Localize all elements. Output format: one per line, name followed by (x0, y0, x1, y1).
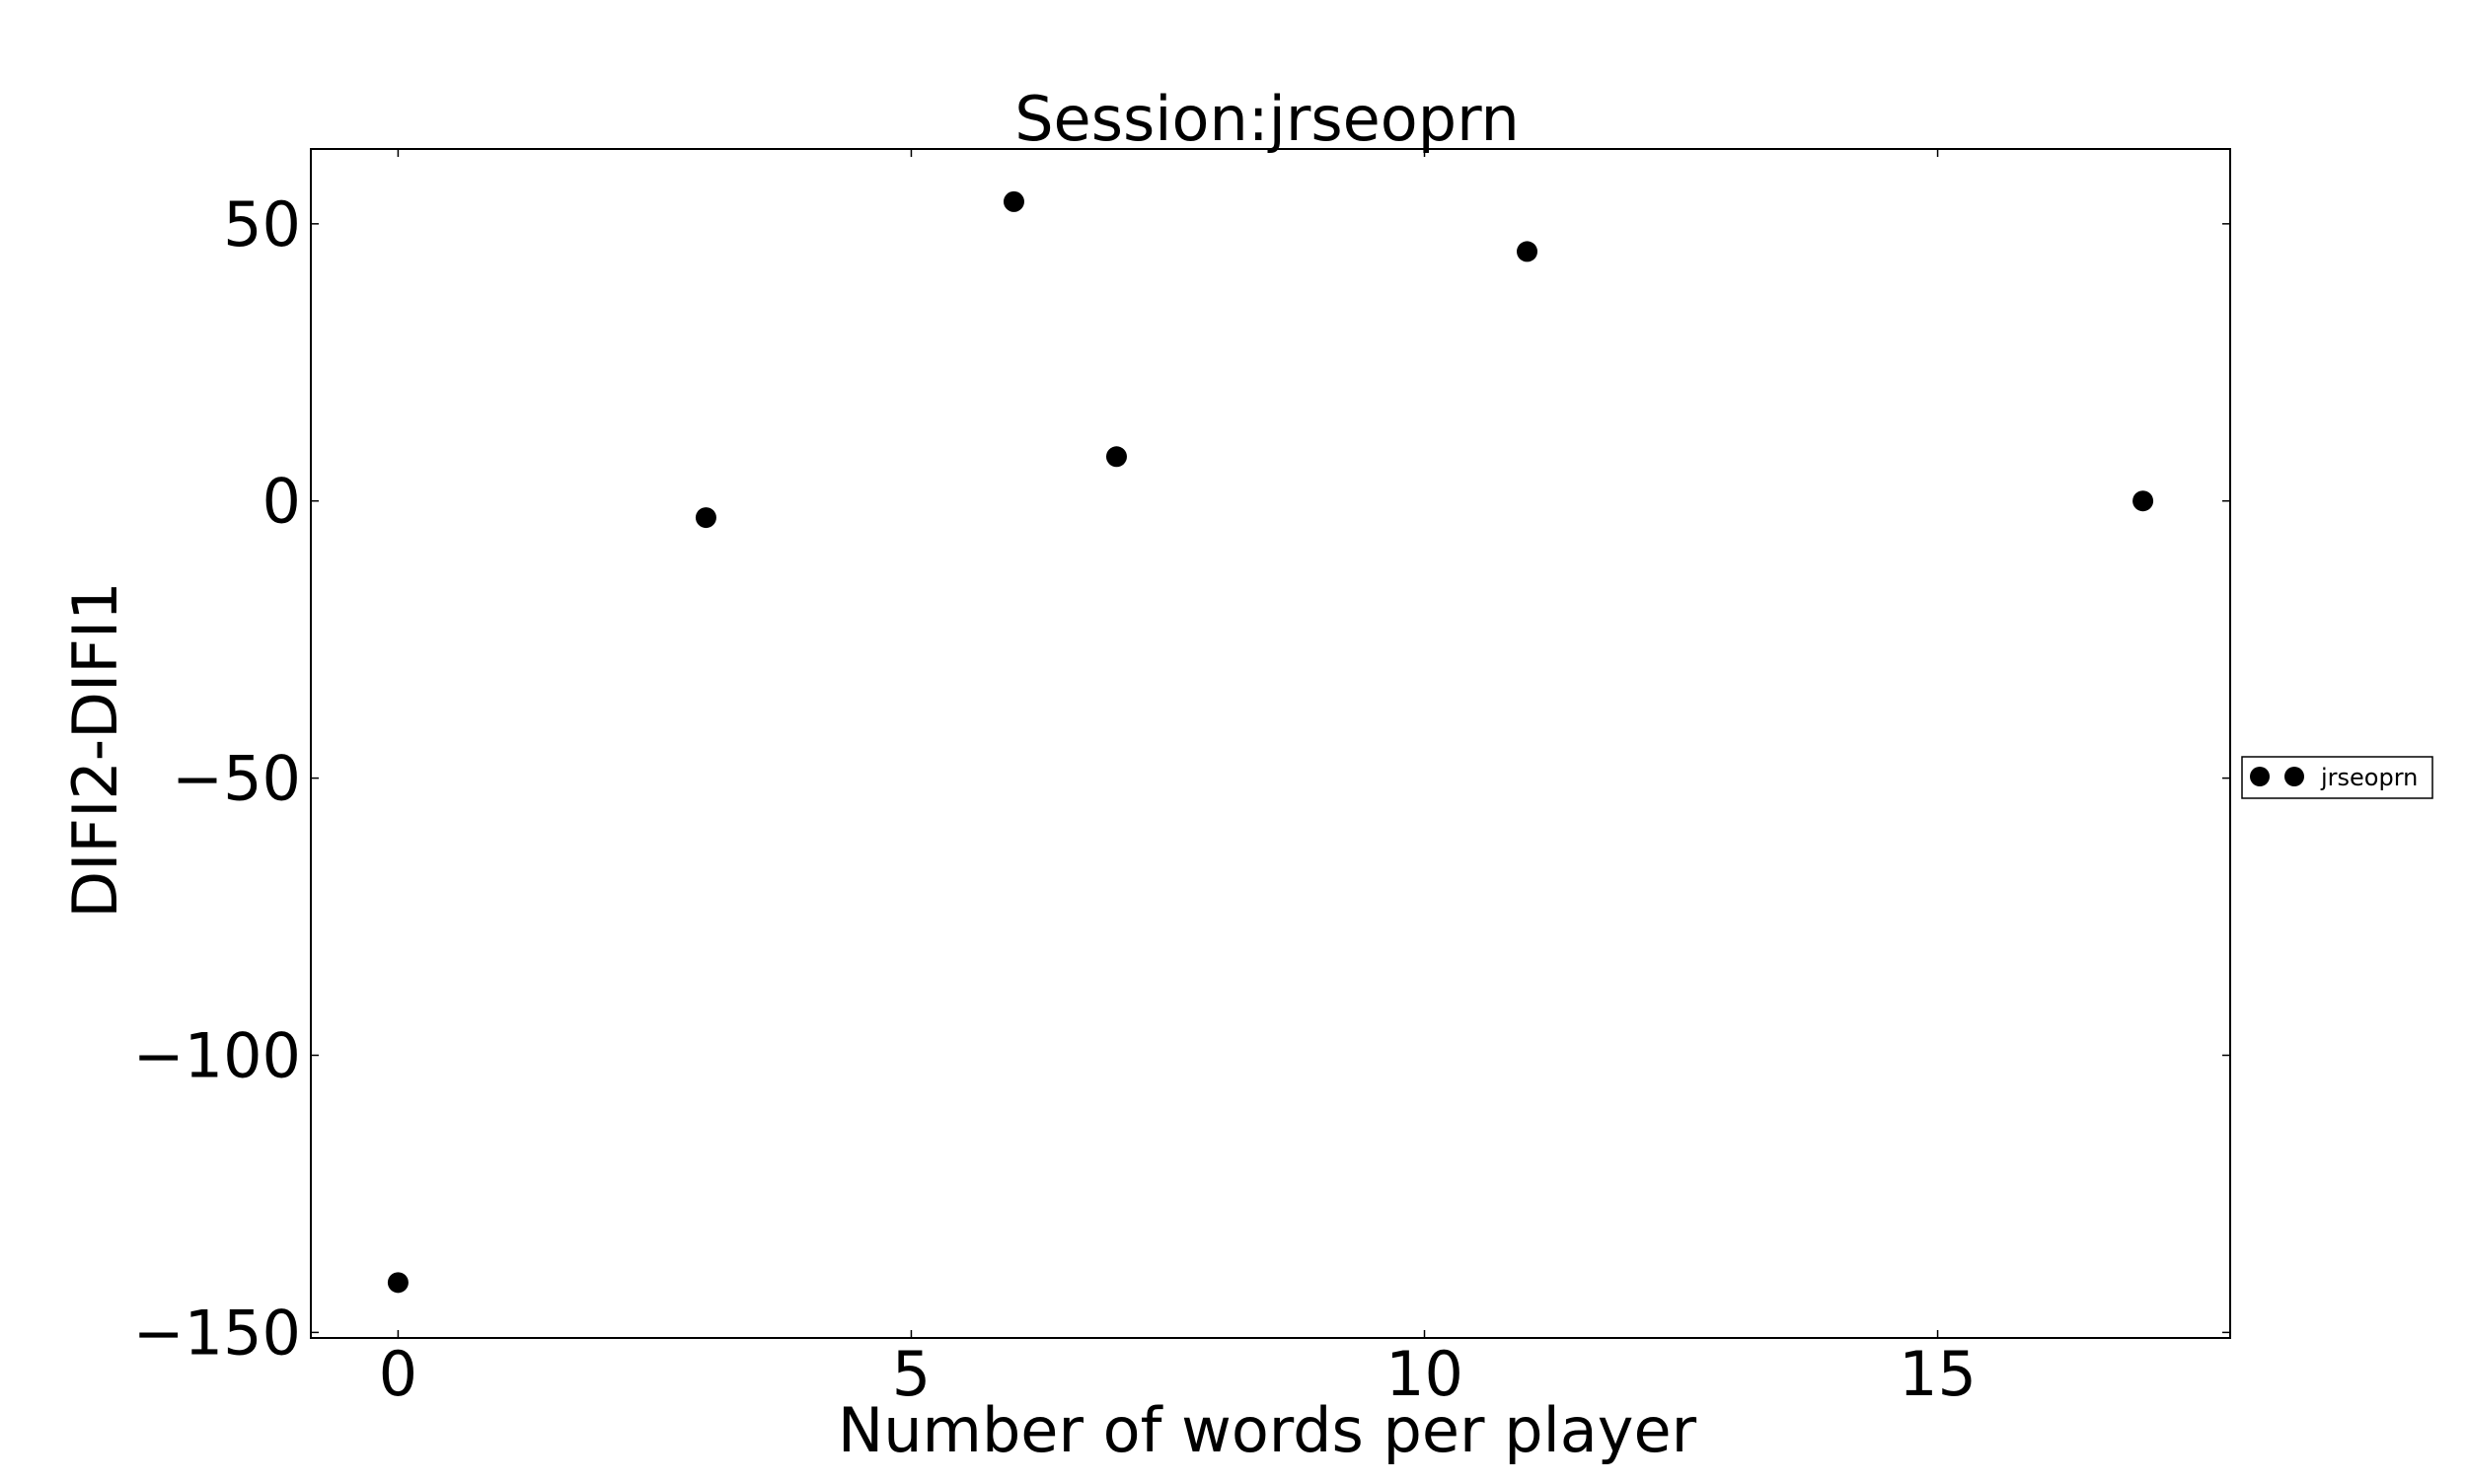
data-point (695, 507, 716, 529)
data-point (1517, 241, 1538, 262)
data-point (2132, 490, 2154, 512)
x-tick-label: 5 (892, 1338, 931, 1410)
chart-title: Session:jrseoprn (1014, 83, 1520, 155)
y-tick-label: 50 (223, 188, 301, 260)
data-point (1105, 446, 1127, 468)
legend-label: jrseoprn (2320, 764, 2418, 791)
x-axis-label: Number of words per player (838, 1394, 1697, 1466)
x-tick-label: 0 (379, 1338, 417, 1410)
y-axis-ticks: 50 0 −50 −100 −150 (133, 188, 2230, 1369)
data-point (1003, 190, 1024, 212)
x-tick-label: 15 (1899, 1338, 1977, 1410)
x-tick-label: 10 (1385, 1338, 1463, 1410)
x-axis-ticks: 0 5 10 15 (379, 149, 1977, 1410)
data-point (387, 1272, 409, 1294)
legend-marker (2250, 767, 2270, 786)
y-axis-label: DIFI2-DIFI1 (59, 581, 131, 918)
y-tick-label: 0 (262, 466, 301, 538)
legend: jrseoprn (2241, 756, 2433, 799)
y-tick-label: −150 (133, 1297, 301, 1369)
data-points (387, 190, 2154, 1294)
y-tick-label: −100 (133, 1019, 301, 1091)
legend-box (2241, 756, 2433, 799)
plot-area-frame (310, 148, 2231, 1339)
y-tick-label: −50 (172, 743, 301, 815)
legend-marker (2284, 767, 2304, 786)
